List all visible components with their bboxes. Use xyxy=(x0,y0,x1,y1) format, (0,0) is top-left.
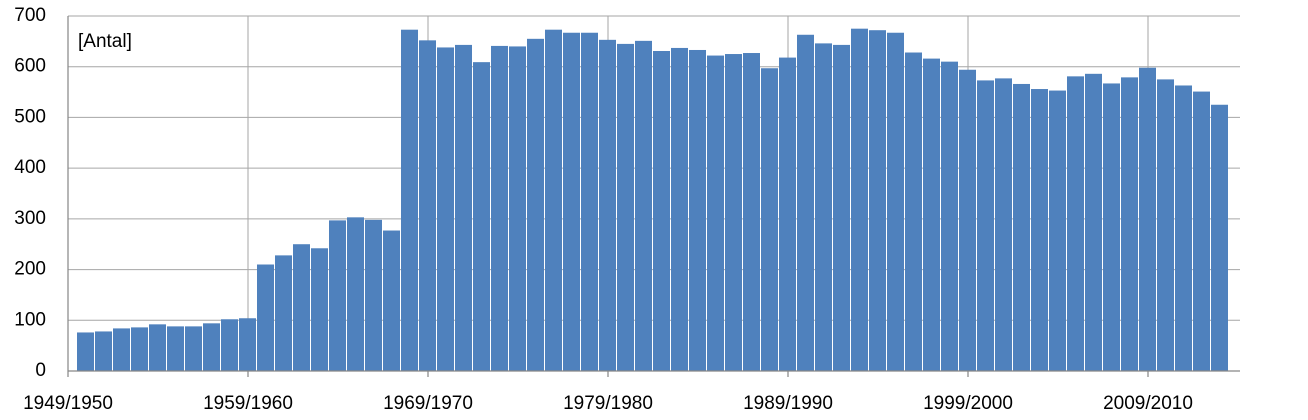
bar xyxy=(959,69,976,371)
bar xyxy=(1085,73,1102,372)
bar xyxy=(95,331,112,371)
bar xyxy=(869,30,886,371)
bar xyxy=(77,332,94,371)
bar xyxy=(167,326,184,371)
bar xyxy=(887,32,904,371)
bar xyxy=(203,323,220,371)
bar xyxy=(833,44,850,372)
x-tick-label: 1949/1950 xyxy=(23,393,113,414)
bar xyxy=(509,46,526,372)
bar xyxy=(617,43,634,372)
bar xyxy=(113,328,130,371)
bar xyxy=(149,324,166,371)
bar xyxy=(293,244,310,371)
x-tick-label: 1969/1970 xyxy=(383,393,473,414)
bar xyxy=(1013,83,1030,371)
bar xyxy=(1031,89,1048,372)
bar xyxy=(941,61,958,372)
bar xyxy=(635,40,652,371)
y-tick-label: 200 xyxy=(14,259,46,280)
bar xyxy=(185,326,202,371)
x-tick-label: 1999/2000 xyxy=(923,393,1013,414)
bar xyxy=(743,53,760,372)
bar xyxy=(239,318,256,371)
bar xyxy=(329,220,346,371)
bar xyxy=(1157,79,1174,372)
bar xyxy=(671,47,688,371)
bar xyxy=(689,49,706,371)
bar xyxy=(419,40,436,371)
y-tick-label: 600 xyxy=(14,56,46,77)
bar xyxy=(383,230,400,371)
bar xyxy=(1121,77,1138,371)
bar xyxy=(581,32,598,371)
bar xyxy=(131,327,148,371)
bar xyxy=(995,78,1012,371)
bar xyxy=(221,319,238,371)
bar xyxy=(1067,76,1084,371)
y-tick-label: 300 xyxy=(14,208,46,229)
x-tick-label: 1959/1960 xyxy=(203,393,293,414)
y-tick-label: 0 xyxy=(35,360,46,381)
y-tick-label: 500 xyxy=(14,106,46,127)
bar xyxy=(365,219,382,371)
bar xyxy=(707,55,724,372)
bar xyxy=(851,28,868,372)
bar xyxy=(1103,83,1120,371)
bar xyxy=(257,264,274,371)
bar xyxy=(1193,91,1210,372)
y-tick-label: 400 xyxy=(14,157,46,178)
bar xyxy=(527,38,544,371)
bar xyxy=(905,52,922,372)
bar xyxy=(815,43,832,372)
bar xyxy=(1211,104,1228,371)
bar xyxy=(455,44,472,372)
bar xyxy=(275,255,292,371)
bar xyxy=(437,47,454,371)
y-tick-label: 700 xyxy=(14,5,46,26)
bar xyxy=(1139,67,1156,371)
bar xyxy=(473,62,490,372)
bar xyxy=(1175,85,1192,371)
bar xyxy=(725,54,742,372)
x-tick-label: 1989/1990 xyxy=(743,393,833,414)
bar xyxy=(779,57,796,371)
bar xyxy=(761,68,778,371)
bar xyxy=(311,248,328,371)
bar xyxy=(491,45,508,372)
x-tick-label: 1979/1980 xyxy=(563,393,653,414)
bar xyxy=(545,29,562,371)
bar xyxy=(653,50,670,371)
annotation: [Antal] xyxy=(78,31,132,52)
bar xyxy=(401,29,418,371)
bar xyxy=(1049,90,1066,372)
x-tick-label: 2009/2010 xyxy=(1103,393,1193,414)
bar xyxy=(977,80,994,372)
y-tick-label: 100 xyxy=(14,309,46,330)
bar xyxy=(797,34,814,372)
bar xyxy=(347,217,364,371)
bar xyxy=(599,39,616,371)
bar xyxy=(923,58,940,371)
bar xyxy=(563,32,580,371)
